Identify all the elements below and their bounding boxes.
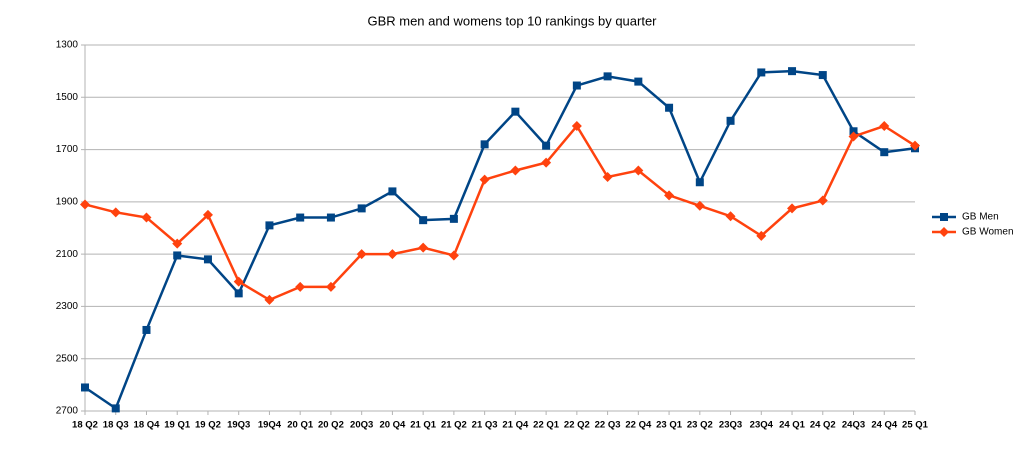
marker bbox=[479, 174, 490, 185]
marker bbox=[419, 216, 428, 225]
y-tick-label: 1500 bbox=[56, 92, 79, 103]
x-tick-label: 21 Q1 bbox=[410, 420, 437, 431]
y-tick-label: 2500 bbox=[56, 353, 79, 364]
marker bbox=[787, 203, 798, 214]
x-tick-label: 18 Q2 bbox=[72, 420, 98, 431]
y-tick-label: 2100 bbox=[56, 249, 79, 260]
x-tick-label: 22 Q2 bbox=[564, 420, 590, 431]
marker bbox=[172, 238, 183, 249]
x-tick-label: 18 Q4 bbox=[134, 420, 161, 431]
y-tick-label: 2700 bbox=[56, 406, 79, 417]
x-tick-label: 20 Q2 bbox=[318, 420, 344, 431]
x-tick-label: 21 Q3 bbox=[472, 420, 498, 431]
marker bbox=[325, 281, 336, 292]
marker bbox=[880, 148, 889, 157]
marker bbox=[572, 81, 581, 90]
x-tick-label: 19 Q2 bbox=[195, 420, 221, 431]
marker bbox=[849, 127, 858, 136]
x-tick-label: 21 Q4 bbox=[502, 420, 529, 431]
marker bbox=[387, 249, 398, 260]
marker bbox=[264, 294, 275, 305]
marker bbox=[848, 131, 859, 142]
legend-label: GB Men bbox=[962, 212, 999, 223]
marker bbox=[234, 289, 243, 298]
x-tick-label: 20Q3 bbox=[350, 420, 373, 431]
x-tick-label: 22 Q3 bbox=[595, 420, 621, 431]
marker bbox=[694, 200, 705, 211]
marker bbox=[817, 195, 828, 206]
x-tick-label: 22 Q1 bbox=[533, 420, 560, 431]
marker bbox=[511, 107, 520, 116]
marker bbox=[110, 207, 121, 218]
marker bbox=[940, 213, 948, 221]
marker bbox=[634, 77, 643, 86]
x-tick-label: 22 Q4 bbox=[625, 420, 652, 431]
x-tick-label: 23Q3 bbox=[719, 420, 742, 431]
marker bbox=[81, 383, 89, 392]
marker bbox=[448, 250, 459, 261]
marker bbox=[879, 121, 890, 132]
y-tick-label: 2300 bbox=[56, 301, 79, 312]
marker bbox=[80, 199, 90, 210]
x-tick-label: 20 Q4 bbox=[379, 420, 406, 431]
marker bbox=[295, 281, 306, 292]
marker bbox=[296, 213, 305, 222]
marker bbox=[542, 141, 551, 150]
marker bbox=[603, 72, 612, 81]
marker bbox=[726, 116, 735, 125]
marker bbox=[633, 165, 644, 176]
x-tick-label: 24Q3 bbox=[842, 420, 865, 431]
x-tick-label: 20 Q1 bbox=[287, 420, 314, 431]
marker bbox=[111, 404, 120, 413]
y-tick-label: 1300 bbox=[56, 40, 79, 51]
series-line bbox=[84, 69, 916, 411]
marker bbox=[388, 187, 397, 196]
marker bbox=[418, 242, 429, 253]
legend-label: GB Women bbox=[962, 227, 1014, 238]
marker bbox=[571, 121, 582, 132]
marker bbox=[141, 212, 152, 223]
chart-title: GBR men and womens top 10 rankings by qu… bbox=[367, 13, 657, 28]
marker bbox=[757, 68, 766, 77]
marker bbox=[910, 140, 920, 151]
y-tick-label: 1900 bbox=[56, 196, 79, 207]
series-line bbox=[84, 123, 916, 302]
x-tick-label: 24 Q1 bbox=[779, 420, 806, 431]
marker bbox=[356, 249, 367, 260]
marker bbox=[173, 251, 182, 260]
x-tick-label: 23Q4 bbox=[750, 420, 774, 431]
marker bbox=[939, 227, 949, 237]
marker bbox=[510, 165, 521, 176]
marker bbox=[665, 103, 674, 112]
marker bbox=[202, 209, 213, 220]
x-tick-label: 24 Q2 bbox=[810, 420, 836, 431]
x-tick-label: 24 Q4 bbox=[871, 420, 898, 431]
marker bbox=[142, 325, 151, 334]
marker bbox=[818, 71, 827, 80]
x-tick-label: 21 Q2 bbox=[441, 420, 467, 431]
x-tick-label: 23 Q1 bbox=[656, 420, 683, 431]
marker bbox=[788, 67, 797, 76]
x-tick-label: 19 Q1 bbox=[164, 420, 191, 431]
x-tick-label: 25 Q1 bbox=[902, 420, 929, 431]
marker bbox=[233, 276, 244, 287]
marker bbox=[664, 190, 675, 201]
marker bbox=[602, 172, 613, 183]
marker bbox=[480, 140, 489, 149]
marker bbox=[756, 230, 767, 241]
marker bbox=[265, 221, 274, 230]
x-tick-label: 19Q3 bbox=[227, 420, 250, 431]
marker bbox=[203, 255, 212, 264]
marker bbox=[725, 211, 736, 222]
marker bbox=[695, 178, 704, 187]
x-tick-label: 18 Q3 bbox=[103, 420, 129, 431]
marker bbox=[449, 214, 458, 223]
x-tick-label: 19Q4 bbox=[258, 420, 282, 431]
marker bbox=[541, 157, 552, 168]
x-tick-label: 23 Q2 bbox=[687, 420, 713, 431]
marker bbox=[357, 204, 366, 213]
y-tick-label: 1700 bbox=[56, 144, 79, 155]
marker bbox=[326, 213, 335, 222]
